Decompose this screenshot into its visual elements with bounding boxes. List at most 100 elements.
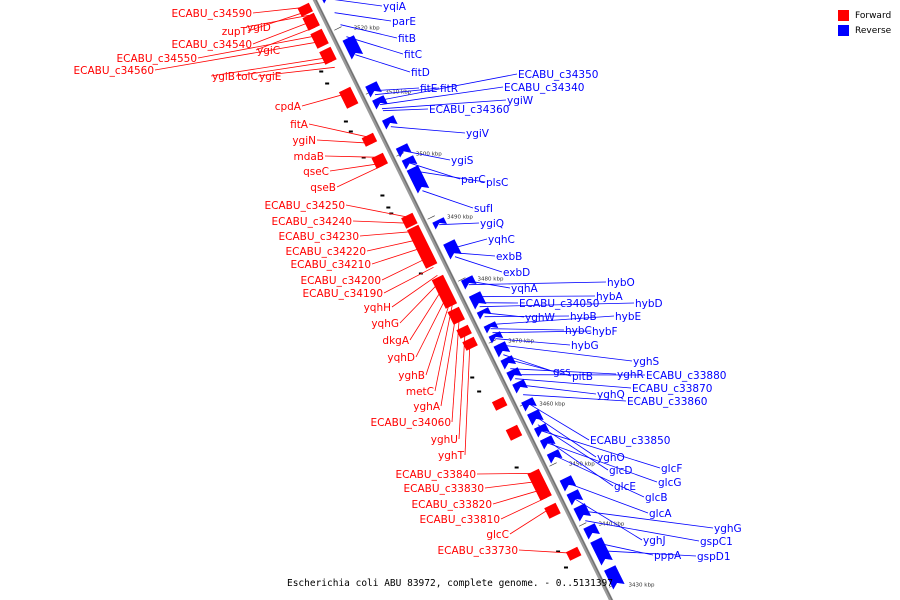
minor-feature-mark bbox=[470, 376, 475, 379]
reverse-leader-line bbox=[334, 12, 392, 22]
reverse-gene-label: ygiS bbox=[451, 155, 474, 167]
reverse-gene-label: hybE bbox=[615, 311, 641, 323]
forward-leader-line bbox=[154, 40, 323, 71]
reverse-leader-line bbox=[515, 378, 632, 389]
reverse-leader-line bbox=[402, 150, 451, 161]
reverse-gene-block bbox=[533, 423, 550, 438]
reverse-gene-label: glcG bbox=[658, 477, 682, 489]
forward-gene-label: metC bbox=[406, 386, 434, 398]
reverse-leader-line bbox=[537, 424, 609, 471]
gene-features bbox=[297, 0, 625, 590]
reverse-gene-label: fitD bbox=[411, 67, 430, 79]
forward-gene-block bbox=[401, 212, 418, 229]
reverse-gene-block bbox=[566, 489, 584, 506]
forward-gene-label: ECABU_c34240 bbox=[272, 216, 352, 228]
reverse-leader-line bbox=[492, 330, 592, 334]
forward-gene-block bbox=[407, 224, 438, 269]
reverse-gene-label: pppA bbox=[654, 550, 682, 562]
forward-gene-label: ygiN bbox=[292, 135, 316, 147]
reverse-gene-block bbox=[460, 275, 477, 290]
reverse-leader-line bbox=[390, 126, 466, 134]
reverse-gene-block bbox=[342, 35, 364, 60]
reverse-swatch bbox=[838, 25, 849, 36]
reverse-gene-label: ygiV bbox=[466, 128, 490, 140]
reverse-gene-label: ygiW bbox=[507, 95, 534, 107]
gene-labels: ECABU_c34590 zupT ygiD ECABU_c34540 ygiC ECAB… bbox=[74, 1, 742, 563]
forward-gene-block bbox=[491, 396, 508, 411]
forward-gene-label: ECABU_c33730 bbox=[438, 545, 518, 557]
reverse-gene-label: exbB bbox=[496, 251, 522, 263]
axis-tick-label: 3500 kbp bbox=[416, 152, 442, 158]
forward-gene-label: ECABU_c33810 bbox=[420, 514, 500, 526]
reverse-leader-line bbox=[503, 354, 553, 372]
reverse-gene-block bbox=[583, 523, 600, 540]
legend-reverse-label: Reverse bbox=[855, 25, 892, 36]
reverse-leader-line bbox=[585, 520, 700, 542]
forward-leader-line bbox=[434, 305, 453, 392]
reverse-leader-line bbox=[490, 328, 565, 331]
reverse-gene-block bbox=[381, 115, 398, 130]
reverse-gene-label: glcE bbox=[614, 481, 636, 493]
reverse-leader-line bbox=[450, 238, 488, 250]
reverse-leader-line bbox=[488, 315, 615, 326]
forward-leader-line bbox=[235, 60, 332, 77]
axis-tick bbox=[549, 462, 557, 467]
reverse-gene-label: hybC bbox=[565, 325, 592, 337]
forward-gene-block bbox=[544, 502, 561, 519]
forward-gene-block bbox=[371, 152, 389, 169]
reverse-leader-line bbox=[540, 430, 661, 469]
minor-feature-mark bbox=[325, 82, 330, 85]
axis-tick-label: 3440 kbp bbox=[598, 522, 624, 528]
reverse-leader-line bbox=[505, 358, 572, 377]
axis-tick-label: 3480 kbp bbox=[478, 277, 504, 283]
axis-tick-label: 3470 kbp bbox=[508, 339, 534, 345]
reverse-gene-label: sufI bbox=[474, 203, 493, 215]
forward-gene-label: yqhG bbox=[371, 318, 399, 330]
reverse-gene-label: yghR bbox=[617, 369, 644, 381]
forward-gene-label: ECABU_c34220 bbox=[286, 246, 366, 258]
forward-gene-label: qseC bbox=[303, 166, 329, 178]
forward-gene-label: cpdA bbox=[275, 101, 302, 113]
reverse-gene-label: parC bbox=[461, 174, 486, 186]
axis-tick bbox=[334, 26, 342, 31]
forward-gene-label: yqhH bbox=[364, 302, 391, 314]
reverse-gene-label: ECABU_c33860 bbox=[627, 396, 707, 408]
forward-gene-label: ygiB bbox=[212, 71, 235, 83]
reverse-gene-label: yqhC bbox=[488, 234, 515, 246]
forward-leader-line bbox=[371, 246, 424, 265]
reverse-gene-label: hybG bbox=[571, 340, 599, 352]
forward-leader-line bbox=[440, 313, 457, 407]
reverse-gene-label: ECABU_c34340 bbox=[504, 82, 584, 94]
forward-gene-block bbox=[319, 46, 337, 65]
reverse-gene-block bbox=[443, 239, 462, 260]
forward-gene-label: ECABU_c34060 bbox=[371, 417, 451, 429]
minor-feature-mark bbox=[386, 206, 391, 209]
forward-leader-line bbox=[381, 256, 429, 281]
reverse-leader-line bbox=[498, 344, 633, 362]
forward-leader-line bbox=[245, 14, 310, 28]
reverse-leader-line bbox=[479, 302, 635, 308]
reverse-leader-line bbox=[518, 384, 597, 395]
forward-leader-line bbox=[464, 341, 471, 456]
forward-gene-label: dkgA bbox=[382, 335, 409, 347]
reverse-gene-label: plsC bbox=[486, 177, 508, 189]
forward-gene-label: mdaB bbox=[293, 151, 324, 163]
forward-gene-label: ygiC bbox=[257, 45, 280, 57]
forward-gene-block bbox=[505, 424, 523, 441]
reverse-leader-line bbox=[340, 24, 398, 39]
reverse-gene-label: ECABU_c34050 bbox=[519, 298, 599, 310]
forward-leader-line bbox=[415, 295, 448, 358]
reverse-leader-line bbox=[377, 73, 518, 102]
forward-leader-line bbox=[509, 506, 553, 535]
reverse-gene-block bbox=[488, 331, 504, 344]
forward-gene-label: ECABU_c34560 bbox=[74, 65, 154, 77]
reverse-leader-line bbox=[454, 256, 503, 273]
reverse-leader-line bbox=[422, 190, 474, 209]
forward-gene-label: tolC bbox=[237, 71, 258, 83]
forward-leader-line bbox=[252, 20, 313, 45]
genome-backbone-edge bbox=[315, 0, 613, 600]
reverse-leader-line bbox=[412, 170, 486, 183]
minor-feature-mark bbox=[361, 156, 366, 159]
reverse-leader-line bbox=[532, 414, 597, 458]
forward-leader-line bbox=[316, 139, 373, 144]
